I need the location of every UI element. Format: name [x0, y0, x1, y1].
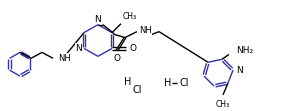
- Text: CH₃: CH₃: [123, 12, 137, 21]
- Text: O: O: [130, 44, 137, 53]
- Text: CH₃: CH₃: [216, 100, 230, 109]
- Text: H: H: [164, 78, 172, 88]
- Text: NH₂: NH₂: [236, 46, 253, 55]
- Text: NH: NH: [58, 54, 71, 63]
- Text: O: O: [114, 54, 120, 63]
- Text: NH: NH: [139, 26, 152, 35]
- Text: Cl: Cl: [133, 85, 142, 95]
- Text: Cl: Cl: [180, 78, 190, 88]
- Text: H: H: [124, 77, 132, 87]
- Text: N: N: [236, 66, 243, 75]
- Text: N: N: [95, 15, 101, 24]
- Text: N: N: [75, 44, 82, 53]
